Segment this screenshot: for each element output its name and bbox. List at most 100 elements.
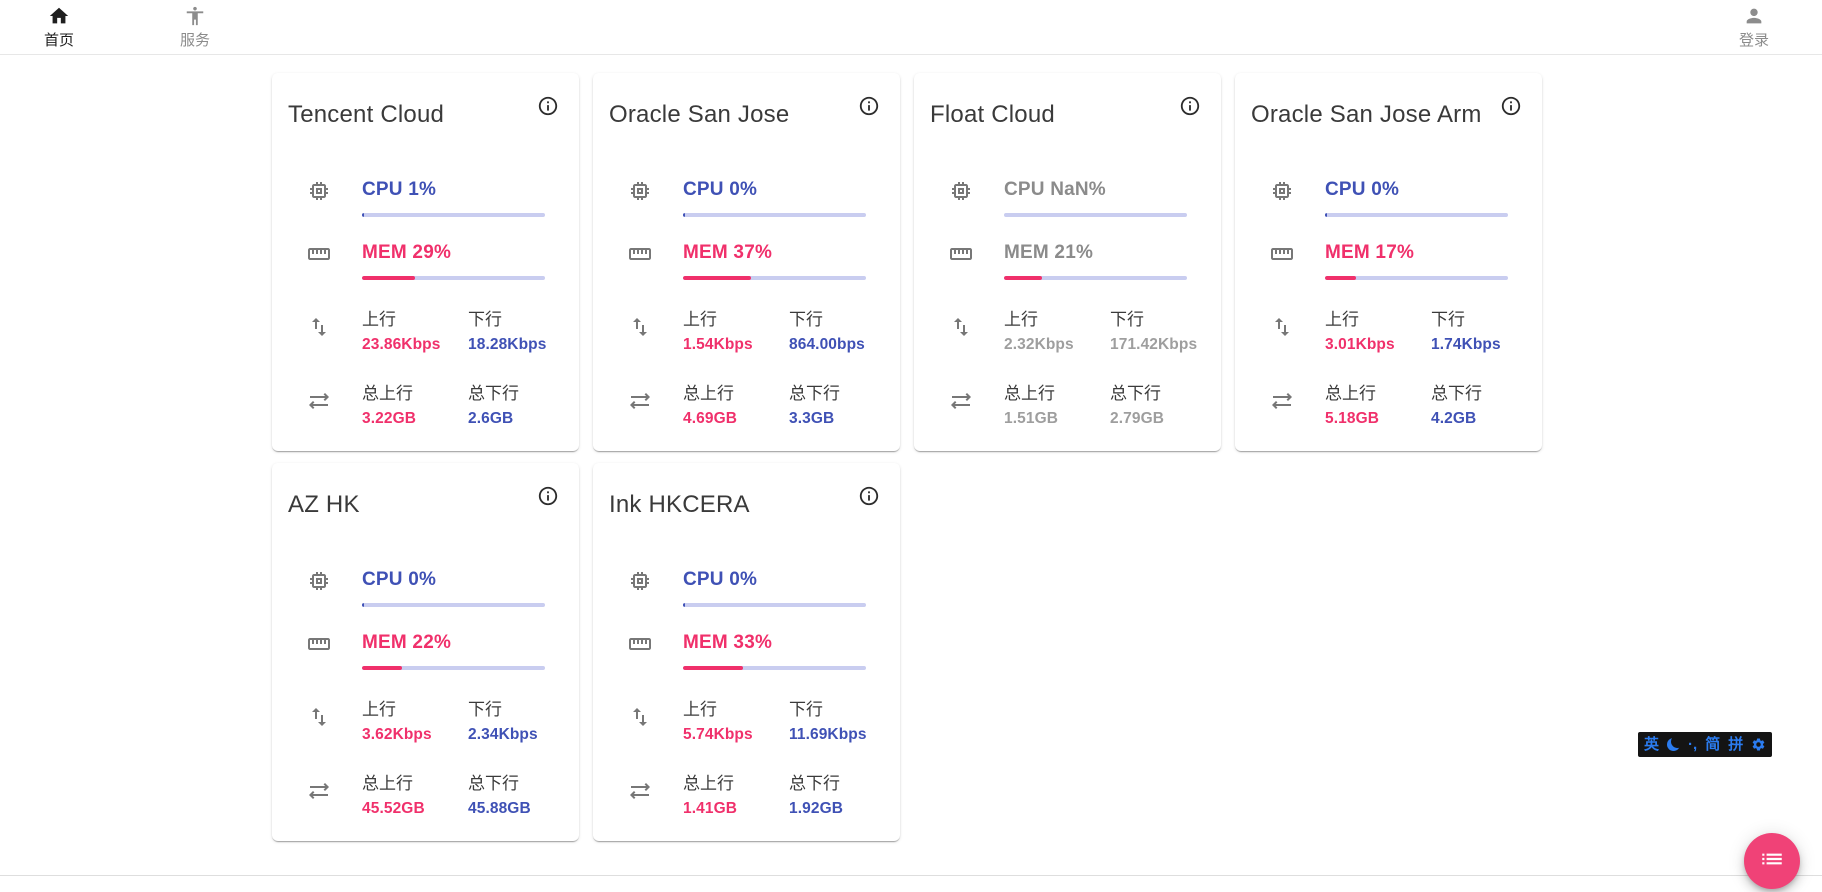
total-download-col: 总下行 2.6GB [468, 379, 545, 428]
cpu-row: CPU 0% [1235, 179, 1542, 217]
accessibility-icon [184, 5, 206, 32]
server-card: AZ HK CPU 0% MEM 22% [272, 463, 579, 841]
cpu-usage-text: CPU 0% [1325, 179, 1508, 201]
total-upload-label: 总上行 [683, 774, 734, 793]
total-download-label: 总下行 [468, 384, 519, 403]
server-name: Oracle San Jose Arm [1251, 101, 1482, 128]
net-speed-row: 上行 5.74Kbps 下行 11.69Kbps [593, 695, 900, 744]
cpu-chip-icon [628, 569, 652, 607]
server-list-fab[interactable] [1744, 833, 1800, 889]
top-navbar: 首页 服务 登录 [0, 0, 1822, 55]
ime-halfwidth-moon-icon[interactable] [1667, 738, 1680, 751]
download-label: 下行 [1431, 310, 1465, 329]
info-icon[interactable] [537, 95, 561, 119]
download-value: 171.42Kbps [1110, 336, 1198, 353]
cpu-value: 0% [408, 569, 437, 590]
total-download-value: 45.88GB [468, 800, 531, 817]
cpu-progress-fill [683, 603, 685, 607]
download-value: 11.69Kbps [789, 726, 867, 743]
upload-speed-col: 上行 1.54Kbps [683, 305, 789, 354]
upload-speed-col: 上行 23.86Kbps [362, 305, 468, 354]
server-card: Oracle San Jose CPU 0% MEM 37% [593, 73, 900, 451]
info-icon[interactable] [537, 485, 561, 509]
total-download-value: 2.6GB [468, 410, 514, 427]
total-traffic-row: 总上行 5.18GB 总下行 4.2GB [1235, 379, 1542, 428]
footer-divider [0, 875, 1822, 876]
up-down-arrows-icon [1270, 315, 1294, 344]
net-speed-row: 上行 1.54Kbps 下行 864.00bps [593, 305, 900, 354]
server-card: Ink HKCERA CPU 0% MEM 33% [593, 463, 900, 841]
total-upload-value: 4.69GB [683, 410, 738, 427]
cpu-chip-icon [1270, 179, 1294, 217]
total-download-label: 总下行 [1431, 384, 1482, 403]
cpu-progress-bar [1004, 213, 1187, 217]
card-header: Ink HKCERA [593, 486, 900, 519]
server-name: AZ HK [288, 491, 360, 518]
cpu-progress-fill [1325, 213, 1327, 217]
mem-usage-text: MEM 17% [1325, 242, 1508, 264]
total-upload-col: 总上行 5.18GB [1325, 379, 1431, 428]
cpu-label: CPU [1004, 179, 1045, 200]
upload-value: 3.01Kbps [1325, 336, 1395, 353]
upload-label: 上行 [362, 310, 396, 329]
total-upload-col: 总上行 1.41GB [683, 769, 789, 818]
cpu-row: CPU 1% [272, 179, 579, 217]
upload-label: 上行 [362, 700, 396, 719]
up-down-arrows-icon [307, 705, 331, 734]
nav-item-login[interactable]: 登录 [1708, 5, 1800, 50]
left-right-arrows-icon [307, 389, 331, 418]
cpu-row: CPU 0% [593, 179, 900, 217]
ime-pinyin-toggle[interactable]: 拼 [1728, 736, 1744, 753]
mem-value: 29% [412, 242, 452, 263]
mem-usage-text: MEM 21% [1004, 242, 1187, 264]
ime-simplified-toggle[interactable]: 简 [1705, 736, 1721, 753]
server-card: Oracle San Jose Arm CPU 0% MEM 17% [1235, 73, 1542, 451]
download-speed-col: 下行 18.28Kbps [468, 305, 546, 354]
total-upload-value: 1.41GB [683, 800, 738, 817]
mem-row: MEM 37% [593, 242, 900, 280]
total-upload-label: 总上行 [362, 384, 413, 403]
upload-label: 上行 [1004, 310, 1038, 329]
cpu-value: 0% [1371, 179, 1400, 200]
total-traffic-row: 总上行 45.52GB 总下行 45.88GB [272, 769, 579, 818]
left-right-arrows-icon [307, 779, 331, 808]
server-name: Tencent Cloud [288, 101, 445, 128]
cpu-label: CPU [683, 179, 724, 200]
upload-value: 1.54Kbps [683, 336, 753, 353]
mem-progress-bar [362, 666, 545, 670]
info-icon[interactable] [858, 485, 882, 509]
ime-punctuation-toggle[interactable]: ·, [1688, 736, 1698, 753]
download-label: 下行 [468, 700, 502, 719]
total-upload-label: 总上行 [1004, 384, 1055, 403]
total-upload-label: 总上行 [683, 384, 734, 403]
ime-settings-gear-icon[interactable] [1751, 737, 1766, 752]
total-upload-label: 总上行 [362, 774, 413, 793]
download-label: 下行 [789, 310, 823, 329]
cpu-chip-icon [307, 569, 331, 607]
info-icon[interactable] [858, 95, 882, 119]
nav-item-services[interactable]: 服务 [149, 5, 241, 50]
mem-label: MEM [1325, 242, 1370, 263]
info-icon[interactable] [1179, 95, 1203, 119]
server-grid: Tencent Cloud CPU 1% MEM 29% [265, 55, 1565, 847]
cpu-usage-text: CPU 0% [683, 569, 866, 591]
up-down-arrows-icon [949, 315, 973, 344]
info-icon[interactable] [1500, 95, 1524, 119]
mem-progress-fill [683, 666, 744, 670]
ruler-icon [1270, 242, 1294, 280]
upload-label: 上行 [683, 700, 717, 719]
mem-progress-fill [1325, 276, 1357, 280]
download-label: 下行 [1110, 310, 1144, 329]
ime-english-toggle[interactable]: 英 [1644, 736, 1660, 753]
cpu-progress-bar [683, 603, 866, 607]
mem-label: MEM [683, 632, 728, 653]
upload-value: 5.74Kbps [683, 726, 753, 743]
total-download-label: 总下行 [1110, 384, 1161, 403]
download-label: 下行 [789, 700, 823, 719]
nav-item-home[interactable]: 首页 [13, 5, 105, 50]
ruler-icon [307, 242, 331, 280]
cpu-usage-text: CPU 0% [683, 179, 866, 201]
cpu-progress-bar [362, 213, 545, 217]
net-speed-row: 上行 3.62Kbps 下行 2.34Kbps [272, 695, 579, 744]
mem-row: MEM 33% [593, 632, 900, 670]
